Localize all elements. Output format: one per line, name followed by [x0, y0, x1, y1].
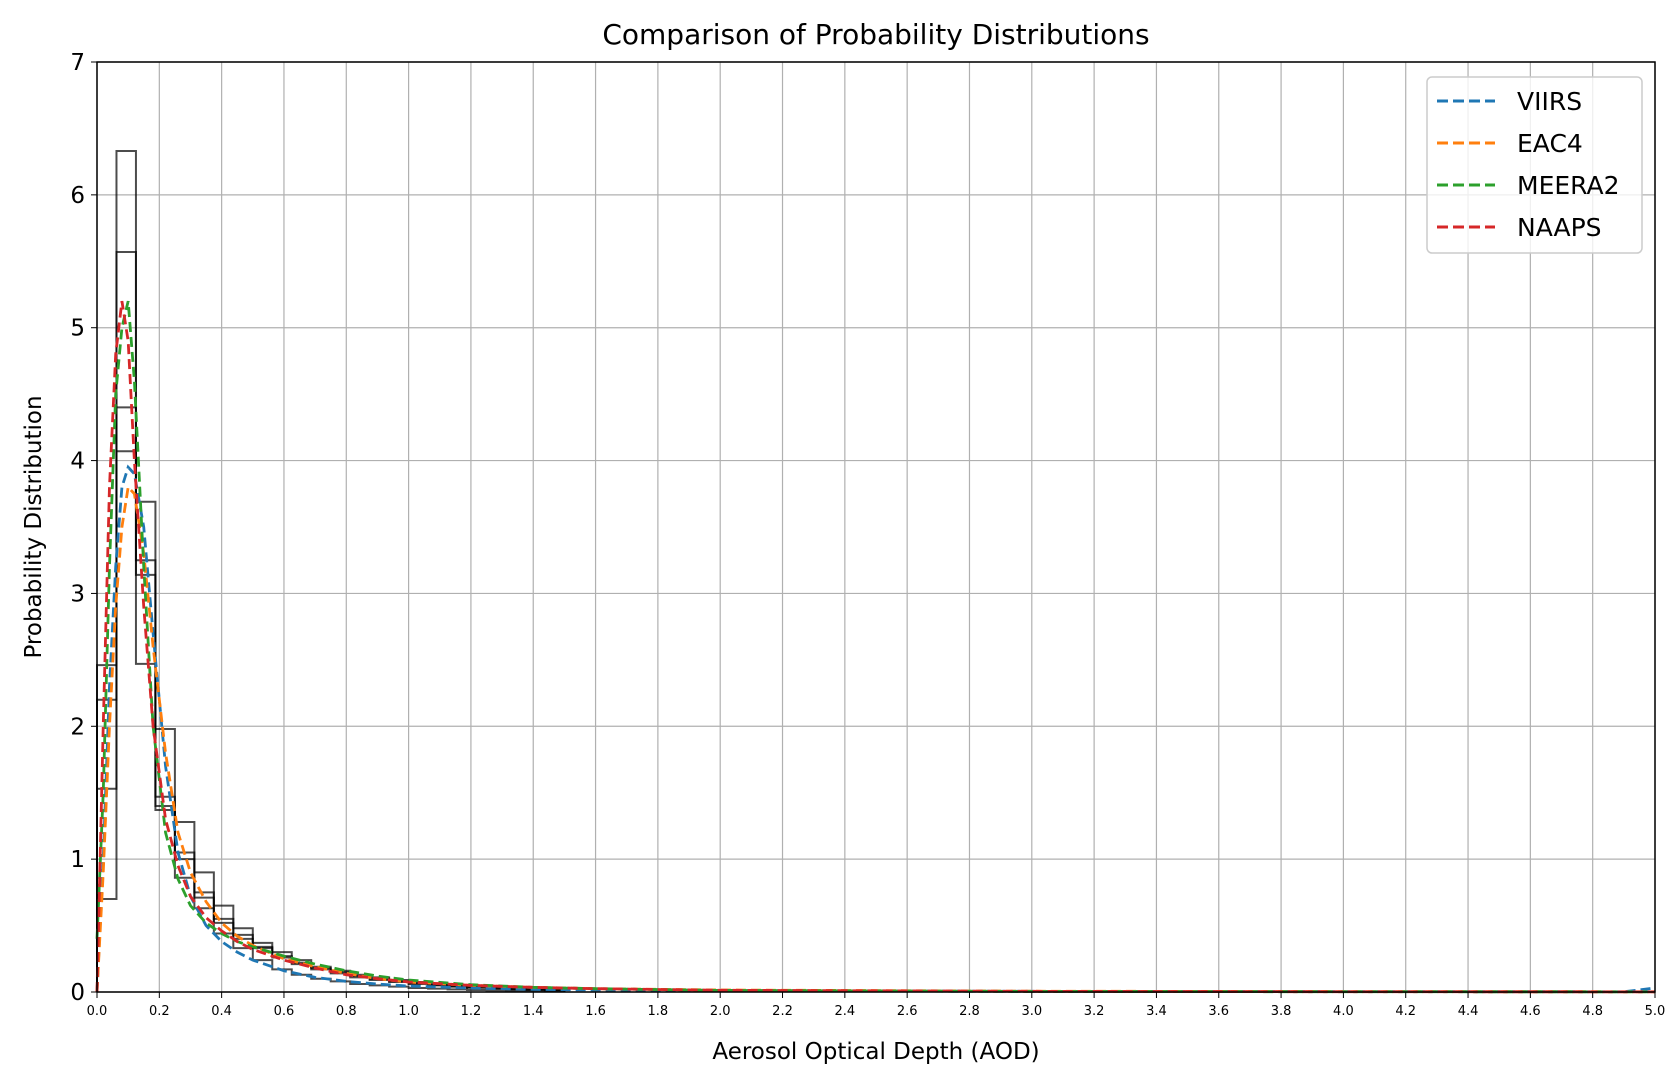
- x-tick-label: 4.0: [1333, 1004, 1354, 1019]
- legend-label-naaps: NAAPS: [1517, 213, 1602, 242]
- x-tick-label: 0.6: [274, 1004, 295, 1019]
- legend-label-meera2: MEERA2: [1517, 171, 1620, 200]
- x-tick-label: 0.0: [87, 1004, 108, 1019]
- x-tick-label: 1.6: [585, 1004, 606, 1019]
- x-tick-label: 0.4: [211, 1004, 232, 1019]
- plot-frame: [96, 61, 1656, 993]
- x-tick-label: 3.8: [1271, 1004, 1292, 1019]
- y-tick-label: 6: [70, 183, 85, 209]
- x-tick-label: 4.8: [1582, 1004, 1603, 1019]
- x-tick-label: 1.2: [461, 1004, 482, 1019]
- y-tick-label: 4: [70, 449, 85, 475]
- grid: [96, 61, 1656, 993]
- y-tick-label: 0: [70, 980, 85, 1006]
- legend-label-eac4: EAC4: [1517, 129, 1583, 158]
- x-axis-label: Aerosol Optical Depth (AOD): [712, 1039, 1039, 1065]
- x-tick-label: 2.6: [897, 1004, 918, 1019]
- x-tick-label: 1.4: [523, 1004, 544, 1019]
- y-tick-label: 3: [70, 581, 85, 607]
- x-tick-label: 1.0: [398, 1004, 419, 1019]
- y-axis-label: Probability Distribution: [21, 395, 47, 658]
- y-tick-label: 1: [70, 847, 85, 873]
- x-tick-label: 2.0: [710, 1004, 731, 1019]
- x-tick-label: 0.2: [149, 1004, 170, 1019]
- legend-box: [1426, 76, 1643, 254]
- y-tick-label: 7: [70, 50, 85, 76]
- chart-title: Comparison of Probability Distributions: [602, 18, 1149, 51]
- x-tick-label: 4.6: [1520, 1004, 1541, 1019]
- series-line-meera2: [95, 300, 1656, 994]
- legend-label-viirs: VIIRS: [1517, 87, 1582, 116]
- legend: VIIRS EAC4 MEERA2 NAAPS: [1426, 76, 1643, 254]
- x-tick-label: 3.2: [1084, 1004, 1105, 1019]
- x-tick-label: 5.0: [1645, 1004, 1666, 1019]
- series-layer: [95, 300, 1656, 994]
- series-line-naaps: [95, 300, 1656, 994]
- y-axis-ticks: 0 1 2 3 4 5 6 7: [70, 50, 97, 1006]
- x-axis-ticks: 0.0 0.2 0.4 0.6 0.8 1.0 1.2 1.4 1.6 1.8 2.0 2.2 2.4 2…: [87, 992, 1666, 1019]
- x-tick-label: 4.4: [1458, 1004, 1479, 1019]
- x-tick-label: 1.8: [648, 1004, 669, 1019]
- x-tick-label: 2.8: [959, 1004, 980, 1019]
- y-tick-label: 5: [70, 316, 85, 342]
- x-tick-label: 2.4: [834, 1004, 855, 1019]
- x-tick-label: 3.0: [1021, 1004, 1042, 1019]
- x-tick-label: 3.6: [1208, 1004, 1229, 1019]
- x-tick-label: 0.8: [336, 1004, 357, 1019]
- x-tick-label: 4.2: [1395, 1004, 1416, 1019]
- y-tick-label: 2: [70, 714, 85, 740]
- x-tick-label: 2.2: [772, 1004, 793, 1019]
- x-tick-label: 3.4: [1146, 1004, 1167, 1019]
